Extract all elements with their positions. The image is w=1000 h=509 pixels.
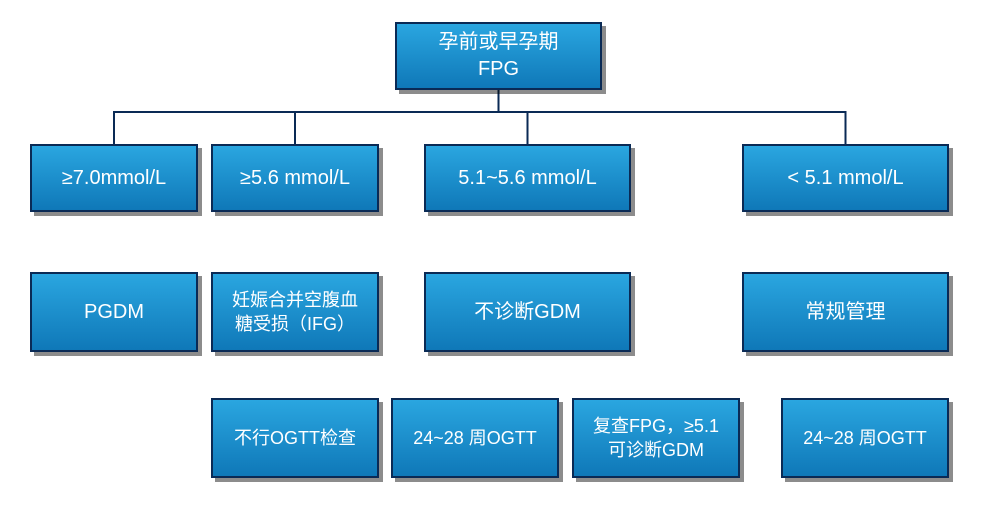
node-d2: 不行OGTT检查 [211,398,379,478]
node-b1: ≥7.0mmol/L [30,144,198,212]
node-d3b: 复查FPG，≥5.1 可诊断GDM [572,398,740,478]
node-d3a: 24~28 周OGTT [391,398,559,478]
node-b4: < 5.1 mmol/L [742,144,949,212]
node-d4: 24~28 周OGTT [781,398,949,478]
node-c2: 妊娠合并空腹血 糖受损（IFG） [211,272,379,352]
node-c1: PGDM [30,272,198,352]
node-root: 孕前或早孕期 FPG [395,22,602,90]
node-b3: 5.1~5.6 mmol/L [424,144,631,212]
node-b2: ≥5.6 mmol/L [211,144,379,212]
node-c4: 常规管理 [742,272,949,352]
diagram-stage: 孕前或早孕期 FPG ≥7.0mmol/L≥5.6 mmol/L 5.1~5.6 m… [0,0,1000,509]
node-c3: 不诊断GDM [424,272,631,352]
